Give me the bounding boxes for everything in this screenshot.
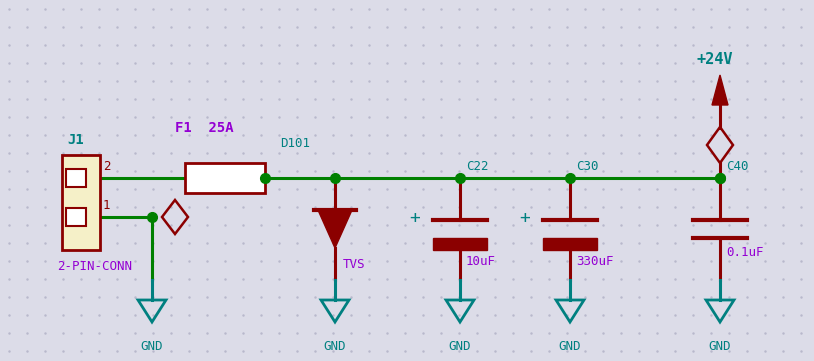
Bar <box>62 155 100 250</box>
Text: 0.1uF: 0.1uF <box>726 246 764 259</box>
Text: +: + <box>409 209 421 227</box>
Text: C22: C22 <box>466 160 488 173</box>
Text: D101: D101 <box>280 137 310 150</box>
Text: C30: C30 <box>576 160 598 173</box>
Text: 330uF: 330uF <box>576 255 614 268</box>
Text: TVS: TVS <box>343 258 365 271</box>
Text: J1: J1 <box>67 133 84 147</box>
Text: 2-PIN-CONN: 2-PIN-CONN <box>57 260 132 273</box>
Bar <box>433 238 487 250</box>
Bar <box>185 163 265 193</box>
Bar <box>66 208 86 226</box>
Text: GND: GND <box>449 340 471 353</box>
Text: GND: GND <box>709 340 731 353</box>
Text: +: + <box>519 209 531 227</box>
Text: 2: 2 <box>103 160 111 173</box>
Bar <box>66 169 86 187</box>
Text: 1: 1 <box>103 199 111 212</box>
Text: GND: GND <box>141 340 164 353</box>
Polygon shape <box>318 210 352 248</box>
Text: GND: GND <box>558 340 581 353</box>
Text: 10uF: 10uF <box>466 255 496 268</box>
Polygon shape <box>712 75 728 105</box>
Bar <box>543 238 597 250</box>
Text: +24V: +24V <box>697 52 733 67</box>
Text: F1  25A: F1 25A <box>175 121 234 135</box>
Text: GND: GND <box>324 340 346 353</box>
Text: C40: C40 <box>726 160 749 173</box>
